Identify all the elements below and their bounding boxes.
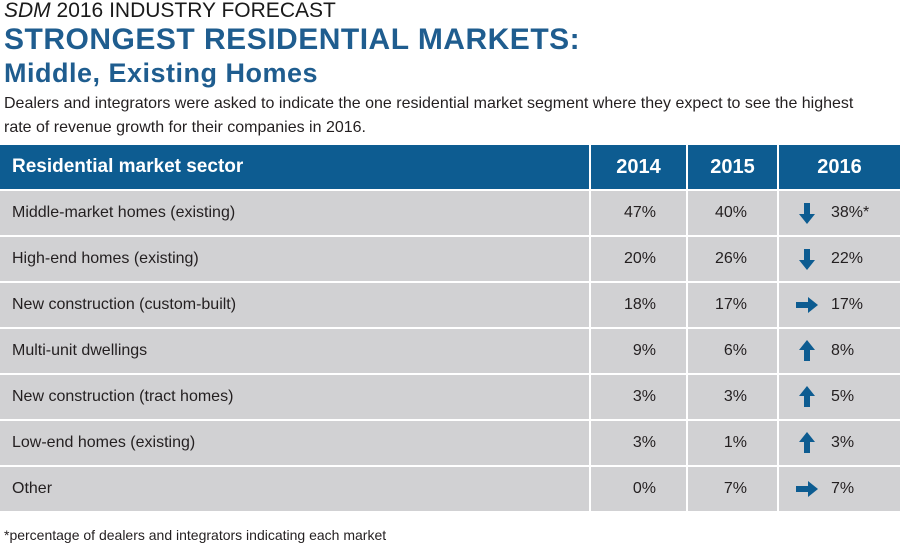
- row-sector-label: Middle-market homes (existing): [0, 190, 591, 237]
- row-sector-label: New construction (custom-built): [0, 282, 591, 329]
- footnote: *percentage of dealers and integrators i…: [4, 527, 387, 543]
- data-table-container: Residential market sector 2014 2015 2016…: [0, 145, 900, 513]
- column-header-2016: 2016: [778, 145, 900, 191]
- kicker-text: 2016 INDUSTRY FORECAST: [56, 0, 336, 22]
- table-row: Multi-unit dwellings 9% 6% 8%: [0, 328, 900, 375]
- row-value-2016-wrap: 38%*: [795, 201, 900, 225]
- chart-title: STRONGEST RESIDENTIAL MARKETS:: [4, 23, 581, 56]
- row-value-2015: 3%: [687, 374, 779, 421]
- row-sector-label: Other: [0, 466, 591, 513]
- column-header-2014: 2014: [590, 145, 688, 191]
- arrow-up-icon: [795, 385, 819, 409]
- row-value-2014: 3%: [590, 420, 688, 467]
- row-value-2015: 7%: [687, 466, 779, 513]
- arrow-right-icon: [795, 477, 819, 501]
- row-value-2016-cell: 7%: [778, 466, 900, 513]
- row-value-2015: 40%: [687, 190, 779, 237]
- row-value-2015: 17%: [687, 282, 779, 329]
- arrow-down-icon: [795, 247, 819, 271]
- row-value-2014: 18%: [590, 282, 688, 329]
- row-value-2016-wrap: 22%: [795, 247, 900, 271]
- row-sector-label: High-end homes (existing): [0, 236, 591, 283]
- row-value-2016: 7%: [831, 480, 855, 497]
- table-row: New construction (tract homes) 3% 3% 5%: [0, 374, 900, 421]
- column-header-2015: 2015: [687, 145, 779, 191]
- arrow-up-icon: [795, 431, 819, 455]
- row-value-2016-cell: 38%*: [778, 190, 900, 237]
- row-value-2015: 6%: [687, 328, 779, 375]
- row-value-2016-wrap: 8%: [795, 339, 900, 363]
- chart-subtitle: Middle, Existing Homes: [4, 58, 319, 88]
- table-row: High-end homes (existing) 20% 26% 22%: [0, 236, 900, 283]
- row-value-2014: 9%: [590, 328, 688, 375]
- row-value-2014: 0%: [590, 466, 688, 513]
- row-value-2016: 5%: [831, 388, 855, 405]
- column-header-sector: Residential market sector: [0, 145, 591, 191]
- chart-description: Dealers and integrators were asked to in…: [4, 95, 854, 136]
- row-value-2016: 22%: [831, 250, 864, 267]
- row-value-2014: 47%: [590, 190, 688, 237]
- row-value-2016-wrap: 7%: [795, 477, 900, 501]
- row-value-2016-wrap: 5%: [795, 385, 900, 409]
- arrow-down-icon: [795, 201, 819, 225]
- kicker: SDM 2016 INDUSTRY FORECAST: [4, 0, 336, 22]
- row-sector-label: Low-end homes (existing): [0, 420, 591, 467]
- row-sector-label: Multi-unit dwellings: [0, 328, 591, 375]
- row-value-2016: 3%: [831, 434, 855, 451]
- row-value-2016-cell: 8%: [778, 328, 900, 375]
- data-table: Residential market sector 2014 2015 2016…: [0, 145, 900, 513]
- row-value-2016: 8%: [831, 342, 855, 359]
- row-value-2016: 38%*: [831, 204, 870, 221]
- row-value-2016-wrap: 3%: [795, 431, 900, 455]
- row-sector-label: New construction (tract homes): [0, 374, 591, 421]
- row-value-2016-cell: 17%: [778, 282, 900, 329]
- table-body: Middle-market homes (existing) 47% 40% 38%*…: [0, 190, 900, 513]
- row-value-2016-cell: 5%: [778, 374, 900, 421]
- table-row: Low-end homes (existing) 3% 1% 3%: [0, 420, 900, 467]
- row-value-2016-cell: 3%: [778, 420, 900, 467]
- kicker-brand: SDM: [4, 0, 51, 22]
- row-value-2015: 1%: [687, 420, 779, 467]
- table-row: Other 0% 7% 7%: [0, 466, 900, 513]
- table-header-row: Residential market sector 2014 2015 2016: [0, 145, 900, 191]
- row-value-2016-wrap: 17%: [795, 293, 900, 317]
- arrow-up-icon: [795, 339, 819, 363]
- arrow-right-icon: [795, 293, 819, 317]
- row-value-2014: 3%: [590, 374, 688, 421]
- row-value-2016: 17%: [831, 296, 864, 313]
- row-value-2015: 26%: [687, 236, 779, 283]
- table-row: Middle-market homes (existing) 47% 40% 38%*: [0, 190, 900, 237]
- row-value-2014: 20%: [590, 236, 688, 283]
- row-value-2016-cell: 22%: [778, 236, 900, 283]
- table-row: New construction (custom-built) 18% 17% 17%: [0, 282, 900, 329]
